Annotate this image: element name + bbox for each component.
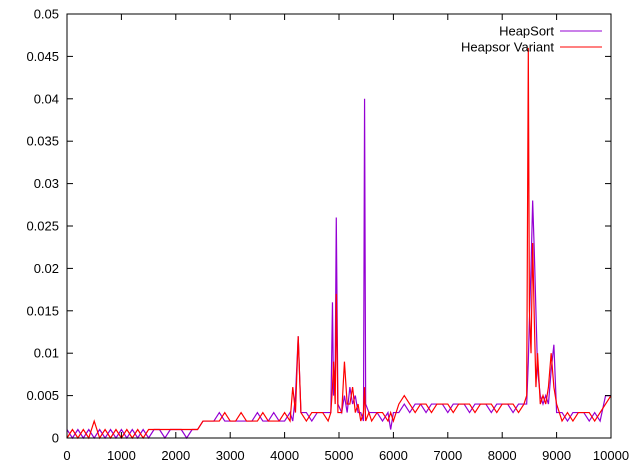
legend-entry-heapsor-variant: Heapsor Variant [461,40,602,55]
x-tick-label: 6000 [379,448,408,463]
x-tick-label: 0 [63,448,70,463]
x-tick-label: 10000 [593,448,629,463]
y-tick-label: 0.01 [34,346,59,361]
legend-entry-heapsort: HeapSort [499,24,602,39]
x-tick-label: 5000 [325,448,354,463]
y-tick-label: 0.005 [26,388,59,403]
axis-ticks: 0 1000 2000 3000 4000 5000 6000 7000 8000 9000 100… [26,7,629,464]
x-tick-label: 7000 [433,448,462,463]
y-tick-label: 0 [52,431,59,446]
x-tick-label: 3000 [216,448,245,463]
series-line-heapsor-variant [66,47,612,440]
x-tick-label: 2000 [161,448,190,463]
y-tick-label: 0.015 [26,303,59,318]
y-tick-label: 0.025 [26,219,59,234]
x-tick-label: 4000 [270,448,299,463]
y-tick-label: 0.035 [26,134,59,149]
y-tick-label: 0.05 [34,7,59,22]
legend-label-heapsort: HeapSort [499,24,554,39]
y-tick-label: 0.02 [34,261,59,276]
x-tick-label: 1000 [107,448,136,463]
x-tick-label: 8000 [488,448,517,463]
y-tick-label: 0.03 [34,176,59,191]
y-tick-label: 0.045 [26,49,59,64]
legend-label-heapsor-variant: Heapsor Variant [461,40,554,55]
x-tick-label: 9000 [542,448,571,463]
legend: HeapSort Heapsor Variant [461,24,602,55]
series-layer [66,47,612,440]
y-tick-label: 0.04 [34,91,59,106]
